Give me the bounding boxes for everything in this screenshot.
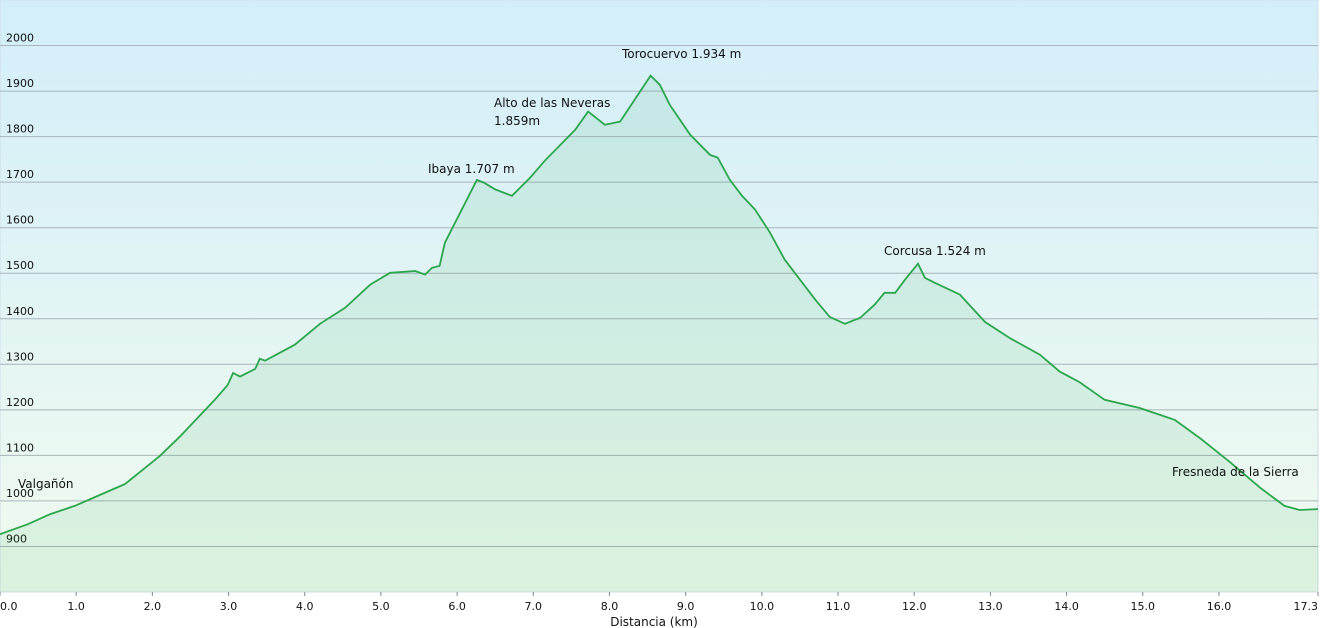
x-tick-label: 0.0	[0, 600, 18, 613]
y-tick-label: 1400	[6, 305, 34, 318]
y-tick-label: 2000	[6, 32, 34, 45]
y-tick-label: 1200	[6, 396, 34, 409]
annotation: 1.859m	[494, 114, 540, 128]
y-tick-label: 1500	[6, 259, 34, 272]
x-tick-label: 7.0	[525, 600, 543, 613]
x-tick-label: 9.0	[677, 600, 695, 613]
x-tick-label: 12.0	[902, 600, 927, 613]
y-tick-label: 1300	[6, 350, 34, 363]
y-tick-label: 1000	[6, 487, 34, 500]
y-tick-label: 1600	[6, 214, 34, 227]
x-tick-label: 5.0	[372, 600, 390, 613]
x-tick-label: 17.3	[1294, 600, 1319, 613]
x-tick-label: 2.0	[144, 600, 162, 613]
x-tick-label: 6.0	[448, 600, 466, 613]
annotation: Alto de las Neveras	[494, 96, 610, 110]
x-tick-label: 13.0	[978, 600, 1003, 613]
y-tick-label: 1700	[6, 168, 34, 181]
x-tick-label: 10.0	[750, 600, 775, 613]
x-tick-label: 11.0	[826, 600, 851, 613]
y-tick-label: 900	[6, 532, 27, 545]
y-tick-label: 1100	[6, 441, 34, 454]
x-tick-label: 14.0	[1054, 600, 1079, 613]
annotation: Corcusa 1.524 m	[884, 244, 986, 258]
annotation: Ibaya 1.707 m	[428, 162, 515, 176]
x-tick-label: 3.0	[220, 600, 238, 613]
x-axis-label: Distancia (km)	[610, 615, 698, 628]
annotation: Fresneda de la Sierra	[1172, 465, 1299, 479]
elevation-area	[0, 75, 1318, 593]
plot-background	[0, 0, 1319, 593]
x-tick-label: 8.0	[601, 600, 619, 613]
annotation: Valgañón	[18, 477, 74, 491]
y-tick-label: 1800	[6, 123, 34, 136]
elevation-line	[0, 74, 1319, 536]
x-tick-label: 16.0	[1207, 600, 1232, 613]
x-tick-label: 15.0	[1131, 600, 1156, 613]
annotation: Torocuervo 1.934 m	[621, 47, 741, 61]
x-tick-label: 1.0	[67, 600, 85, 613]
x-tick-label: 4.0	[296, 600, 314, 613]
y-tick-label: 1900	[6, 77, 34, 90]
